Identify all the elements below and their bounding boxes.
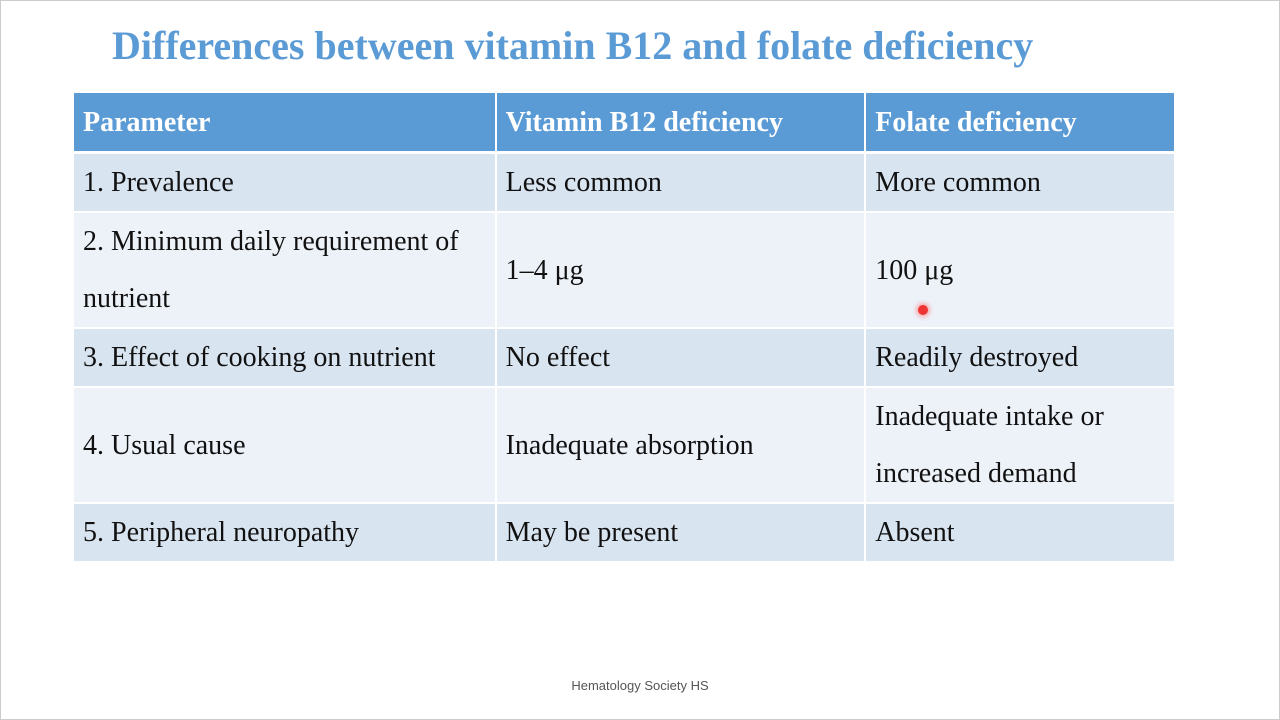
table-body: 1. Prevalence Less common More common 2. Mi…	[74, 152, 1176, 563]
laser-pointer	[918, 305, 928, 315]
table-cell: More common	[865, 152, 1176, 213]
header-cell: Vitamin B12 deficiency	[495, 93, 867, 154]
header-cell: Folate deficiency	[865, 93, 1176, 154]
table-row: 3. Effect of cooking on nutrient No effec…	[74, 328, 1176, 388]
table-cell: 1–4 μg	[495, 212, 867, 329]
slide-title: Differences between vitamin B12 and fola…	[112, 23, 1034, 68]
table-cell: 5. Peripheral neuropathy	[74, 503, 497, 563]
table-cell: 3. Effect of cooking on nutrient	[74, 328, 497, 388]
footer: Hematology Society HS	[571, 678, 709, 693]
table-row: 1. Prevalence Less common More common	[74, 152, 1176, 213]
table-cell: Readily destroyed	[865, 328, 1176, 388]
table-cell: 100 μg	[865, 212, 1176, 329]
table-row: 5. Peripheral neuropathy May be present Ab…	[74, 503, 1176, 563]
table-cell: May be present	[495, 503, 867, 563]
header-row: Parameter Vitamin B12 deficiency Folate …	[74, 93, 1176, 154]
table-cell: 1. Prevalence	[74, 152, 497, 213]
table-cell: Less common	[495, 152, 867, 213]
table-cell: Absent	[865, 503, 1176, 563]
table-cell: Inadequate absorption	[495, 387, 867, 504]
table-cell: No effect	[495, 328, 867, 388]
table-row: 4. Usual cause Inadequate absorption Inade…	[74, 387, 1176, 504]
table-cell: 2. Minimum daily requirement of nutrient	[74, 212, 497, 329]
comparison-table: Parameter Vitamin B12 deficiency Folate …	[74, 93, 1176, 563]
table-cell: 4. Usual cause	[74, 387, 497, 504]
header-cell: Parameter	[74, 93, 497, 154]
table-row: 2. Minimum daily requirement of nutrient…	[74, 212, 1176, 329]
table-cell: Inadequate intake or increased demand	[865, 387, 1176, 504]
